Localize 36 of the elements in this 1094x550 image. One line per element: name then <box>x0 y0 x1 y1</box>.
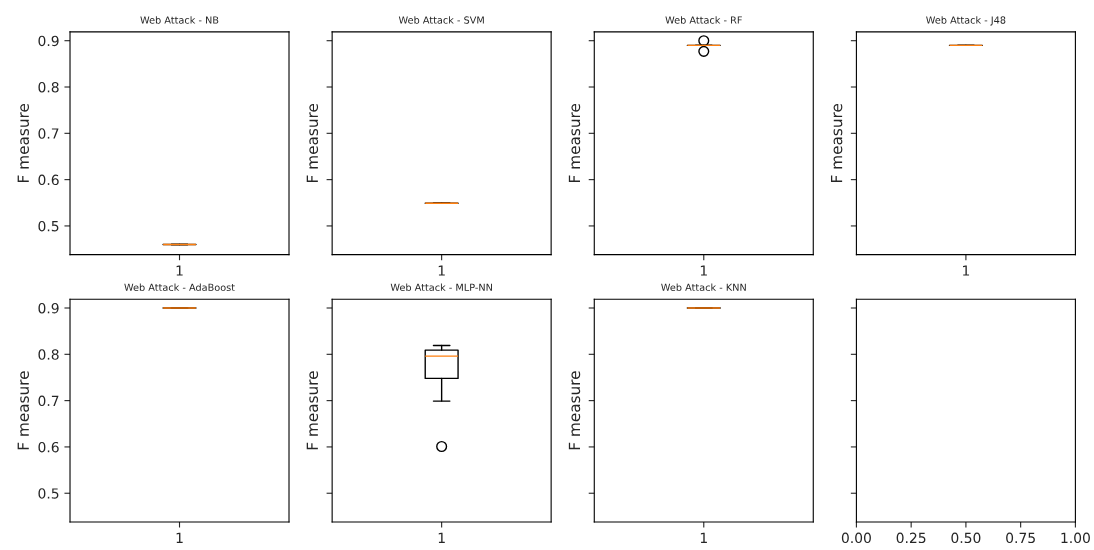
x-tick-label: 1 <box>963 265 970 276</box>
x-tick-label: 1 <box>700 265 707 276</box>
chart-title: Web Attack - AdaBoost <box>124 283 235 291</box>
y-tick-label: 0.9 <box>38 35 59 47</box>
chart-title: Web Attack - J48 <box>926 16 1006 26</box>
x-tick-label: 1.00 <box>1061 532 1090 544</box>
x-tick-label: 1 <box>176 532 183 543</box>
y-tick-label: 0.5 <box>38 220 59 232</box>
y-tick-label: 0.8 <box>38 81 59 93</box>
x-tick-label: 0.25 <box>896 532 926 544</box>
y-tick-label: 0.5 <box>38 488 59 499</box>
x-tick-label: 1 <box>438 532 445 543</box>
x-tick-label: 1 <box>700 532 707 543</box>
chart-title: Web Attack - SVM <box>398 16 484 24</box>
x-tick-label: 1 <box>438 265 445 276</box>
x-tick-label: 1 <box>176 265 183 276</box>
x-tick-label: 0.75 <box>1006 532 1035 544</box>
chart-title: Web Attack - NB <box>140 16 219 24</box>
y-tick-label: 0.8 <box>38 349 59 360</box>
y-tick-label: 0.7 <box>38 395 59 407</box>
x-tick-label: 0.50 <box>951 532 981 544</box>
y-axis-title: F measure <box>830 103 843 182</box>
y-axis-title: F measure <box>568 371 581 450</box>
y-tick-label: 0.9 <box>38 302 59 314</box>
x-tick-label: 0.00 <box>841 532 871 544</box>
y-axis-title: F measure <box>306 371 319 450</box>
y-axis-title: F measure <box>568 103 581 182</box>
chart-title: Web Attack - MLP-NN <box>390 283 492 291</box>
chart-title: Web Attack - KNN <box>661 283 746 291</box>
y-tick-label: 0.6 <box>38 174 59 186</box>
y-axis-title: F measure <box>17 371 29 450</box>
y-tick-label: 0.6 <box>38 441 59 453</box>
y-tick-label: 0.7 <box>38 128 59 139</box>
y-axis-title: F measure <box>306 103 319 182</box>
y-axis-title: F measure <box>17 103 29 182</box>
chart-title: Web Attack - RF <box>665 16 742 24</box>
